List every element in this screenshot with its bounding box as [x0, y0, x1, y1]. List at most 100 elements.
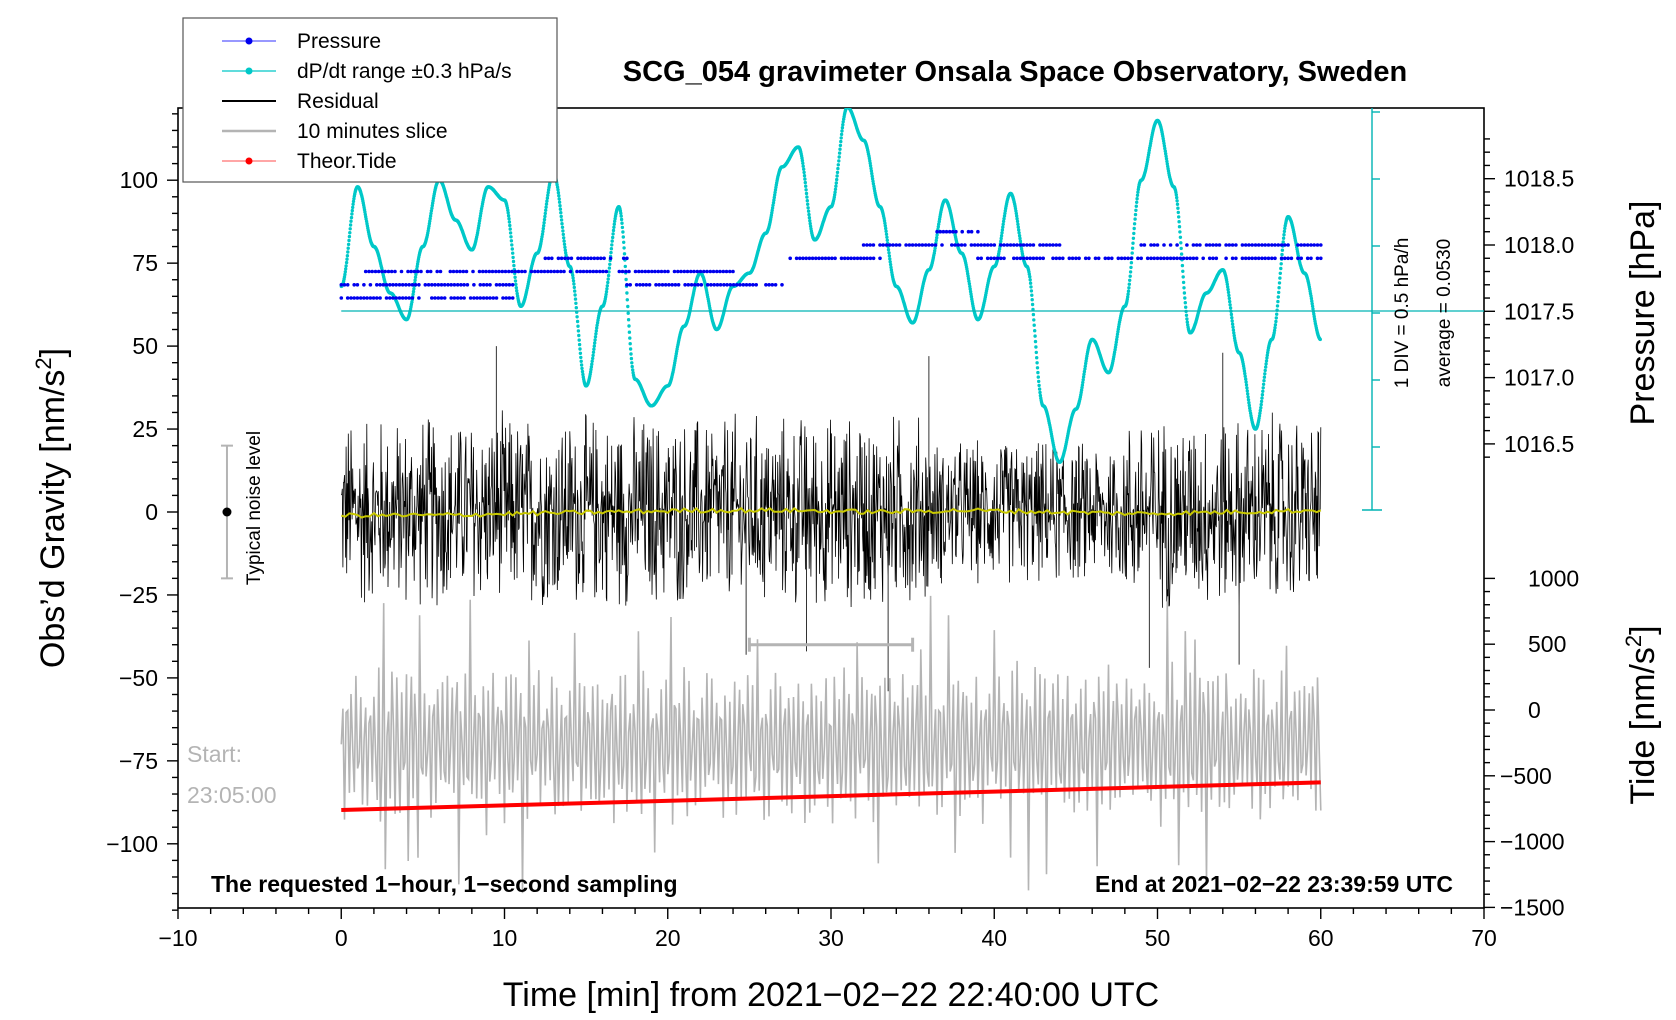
pressure-point [1015, 243, 1019, 247]
pressure-point [543, 256, 548, 261]
dpdt-point [579, 355, 583, 360]
pressure-point [868, 256, 873, 261]
dpdt-point [869, 166, 873, 171]
pressure-point [588, 269, 592, 274]
pressure-point [1286, 243, 1290, 247]
pressure-point [1279, 243, 1284, 247]
dpdt-point [1116, 330, 1120, 334]
y-tick-label-pressure: 1016.5 [1504, 431, 1574, 457]
dpdt-point [808, 221, 812, 226]
pressure-point [721, 269, 726, 274]
pressure-point [1279, 256, 1284, 261]
dpdt-point [966, 274, 970, 278]
dpdt-point [800, 158, 805, 163]
dpdt-point [1184, 305, 1188, 309]
pressure-point [358, 296, 363, 300]
pressure-point [504, 296, 509, 300]
dpdt-point [563, 248, 567, 252]
pressure-point [1067, 256, 1072, 261]
pressure-point [904, 243, 908, 247]
pressure-point [709, 283, 713, 287]
dpdt-point [611, 228, 616, 233]
pressure-point [412, 269, 417, 274]
dpdt-point [802, 170, 806, 175]
x-tick-label: 0 [335, 925, 348, 951]
dpdt-point [345, 257, 349, 261]
pressure-point [550, 256, 554, 261]
dpdt-point [869, 169, 874, 173]
dpdt-point [606, 277, 610, 281]
dpdt-point [571, 276, 575, 280]
axis-ticks: −10 0 10 20 30 40 50 60 701007550250−25−50−75−10… [106, 113, 1579, 951]
dpdt-point [593, 341, 597, 345]
dpdt-point [1135, 197, 1139, 201]
pressure-point [1211, 243, 1215, 247]
dpdt-point [1037, 383, 1041, 388]
dpdt-point [1036, 375, 1041, 379]
dpdt-point [1260, 396, 1264, 400]
pressure-point [439, 296, 444, 300]
pressure-point [644, 283, 649, 287]
pressure-point [705, 269, 709, 274]
pressure-point [485, 283, 489, 287]
dpdt-point [625, 291, 629, 295]
dpdt-point [478, 214, 483, 218]
pressure-point [579, 256, 583, 261]
dpdt-point [933, 246, 937, 250]
dpdt-point [577, 342, 582, 347]
pressure-point [559, 269, 563, 274]
pressure-point [1162, 256, 1166, 261]
pressure-point [555, 269, 560, 274]
pressure-point [481, 283, 486, 287]
pressure-point [656, 269, 661, 274]
dpdt-point [512, 263, 516, 268]
dpdt-point [541, 229, 545, 234]
dpdt-point [557, 200, 562, 204]
dpdt-point [510, 247, 514, 251]
dpdt-point [1274, 319, 1278, 324]
dpdt-point [999, 239, 1003, 243]
dpdt-point [573, 297, 578, 301]
dpdt-point [1079, 388, 1084, 392]
pressure-point [1096, 256, 1101, 261]
pressure-point [581, 269, 586, 274]
start-label: Start: [187, 741, 242, 767]
pressure-point [400, 283, 405, 287]
dpdt-point [1182, 286, 1186, 290]
pressure-point [513, 269, 518, 274]
dpdt-point [1114, 340, 1119, 344]
pressure-point [801, 256, 805, 261]
dpdt-point [1035, 356, 1039, 360]
dpdt-point [802, 174, 807, 178]
pressure-point [1155, 256, 1160, 261]
dpdt-point [515, 291, 519, 296]
pressure-point [1185, 243, 1189, 247]
pressure-point [1008, 243, 1013, 247]
pressure-point [969, 229, 974, 234]
dpdt-point [1034, 345, 1038, 349]
pressure-point [394, 296, 399, 300]
dpdt-point [1227, 296, 1232, 301]
dpdt-point [605, 287, 609, 291]
pressure-point [976, 256, 980, 261]
pressure-point [501, 283, 505, 287]
pressure-point [433, 283, 437, 287]
y-tick-label-pressure: 1018.0 [1504, 232, 1574, 258]
dpdt-point [1001, 225, 1005, 229]
dpdt-point [1265, 353, 1270, 357]
pressure-point [501, 296, 505, 300]
pressure-point [601, 269, 605, 274]
dpdt-point [1273, 323, 1278, 327]
pressure-point [475, 296, 479, 300]
pressure-point [628, 283, 632, 287]
pressure-point [1051, 243, 1055, 247]
pressure-point [954, 229, 958, 234]
dpdt-point [348, 223, 353, 227]
dpdt-point [546, 193, 550, 197]
pressure-point [794, 256, 799, 261]
pressure-point [1253, 243, 1258, 247]
pressure-point [510, 283, 515, 287]
pressure-point [1162, 243, 1166, 247]
pressure-point [663, 269, 667, 274]
dpdt-point [1263, 372, 1267, 376]
